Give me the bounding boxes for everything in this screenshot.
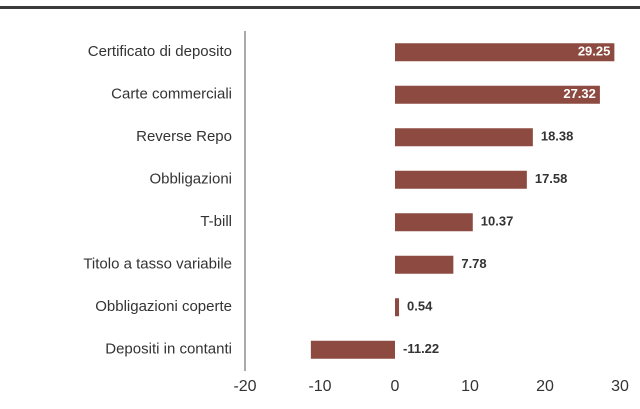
value-label: 18.38 bbox=[541, 129, 574, 144]
bar bbox=[395, 213, 473, 232]
value-label: 0.54 bbox=[407, 299, 433, 314]
top-rule bbox=[0, 6, 640, 9]
bar bbox=[395, 255, 454, 274]
value-label: 29.25 bbox=[578, 44, 611, 59]
value-label: 17.58 bbox=[535, 171, 568, 186]
y-tick-label: Carte commerciali bbox=[111, 86, 232, 103]
y-tick-label: Certificato di deposito bbox=[88, 43, 232, 60]
bar bbox=[395, 298, 400, 317]
y-tick-label: Obbligazioni coperte bbox=[95, 298, 232, 315]
value-label: 10.37 bbox=[481, 214, 514, 229]
x-tick-label: 10 bbox=[461, 378, 479, 395]
y-tick-label: Depositi in contanti bbox=[105, 341, 232, 358]
y-tick-label: Obbligazioni bbox=[149, 171, 232, 188]
y-tick-label: Titolo a tasso variabile bbox=[83, 256, 232, 273]
x-tick-label: -10 bbox=[308, 378, 331, 395]
x-tick-label: 0 bbox=[391, 378, 400, 395]
y-tick-label: Reverse Repo bbox=[136, 128, 232, 145]
bar bbox=[395, 85, 600, 104]
x-tick-label: -20 bbox=[233, 378, 256, 395]
value-label: -11.22 bbox=[403, 341, 439, 356]
value-label: 7.78 bbox=[461, 256, 486, 271]
x-tick-label: 20 bbox=[536, 378, 554, 395]
value-label: 27.32 bbox=[563, 86, 596, 101]
x-tick-label: 30 bbox=[611, 378, 629, 395]
bar bbox=[310, 340, 395, 359]
bar bbox=[395, 43, 615, 62]
bar bbox=[395, 170, 527, 189]
y-tick-label: T-bill bbox=[200, 213, 232, 230]
bar bbox=[395, 128, 533, 147]
